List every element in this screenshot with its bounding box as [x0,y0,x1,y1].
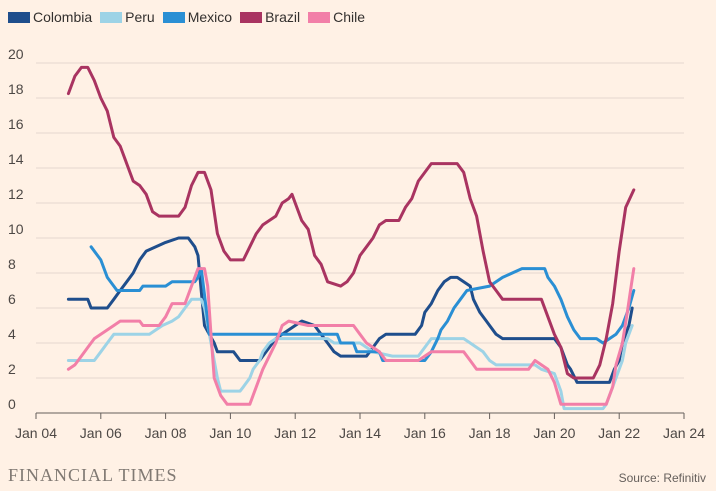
y-tick-label: 2 [8,361,16,377]
y-tick-label: 8 [8,256,16,272]
legend-label: Brazil [265,9,301,25]
x-tick-label: Jan 04 [15,425,57,441]
y-tick-label: 20 [8,46,24,62]
legend-label: Colombia [33,9,93,25]
legend-label: Chile [333,9,365,25]
series-line-peru [66,297,634,411]
legend-swatch [100,11,123,23]
y-tick-label: 0 [8,396,16,412]
legend-item-peru: Peru [100,9,155,25]
line-chart: 0 2 4 6 8 10 12 14 16 18 20 Jan 04 Jan 06 Jan 08 Jan 1… [8,46,705,441]
legend-swatch [162,11,185,23]
legend-swatch [240,11,263,23]
y-tick-label: 14 [8,151,24,167]
series-line-colombia [66,236,634,384]
x-tick-label: Jan 24 [663,425,705,441]
x-tick-label: Jan 14 [339,425,381,441]
legend-item-mexico: Mexico [162,9,233,25]
y-tick-label: 12 [8,186,24,202]
legend-item-chile: Chile [308,9,365,25]
y-tick-label: 18 [8,81,24,97]
x-tick-label: Jan 12 [274,425,316,441]
chart-legend: Colombia Peru Mexico Brazil Chile [8,9,373,25]
series-line-brazil [66,65,636,380]
series-line-chile [66,267,636,406]
x-tick-label: Jan 10 [209,425,251,441]
y-tick-label: 6 [8,291,16,307]
axes: 0 2 4 6 8 10 12 14 16 18 20 Jan 04 Jan 06 Jan 08 Jan 1… [8,46,705,441]
y-tick-label: 10 [8,221,24,237]
legend-item-brazil: Brazil [240,9,300,25]
legend-label: Mexico [187,9,233,25]
x-tick-label: Jan 08 [145,425,187,441]
x-tick-label: Jan 18 [469,425,511,441]
brand-logo-text: FINANCIAL TIMES [8,465,178,485]
legend-swatch [308,11,331,23]
y-tick-label: 16 [8,116,24,132]
legend-swatch [8,11,30,23]
x-tick-label: Jan 20 [533,425,575,441]
legend-item-colombia: Colombia [8,9,92,25]
series-line-mexico [89,245,636,362]
x-tick-label: Jan 16 [404,425,446,441]
legend-label: Peru [125,9,155,25]
x-tick-label: Jan 22 [598,425,640,441]
source-note: Source: Refinitiv [618,471,706,485]
gridlines [36,62,684,379]
x-tick-label: Jan 06 [80,425,122,441]
y-tick-label: 4 [8,326,16,342]
series-lines [66,65,636,411]
